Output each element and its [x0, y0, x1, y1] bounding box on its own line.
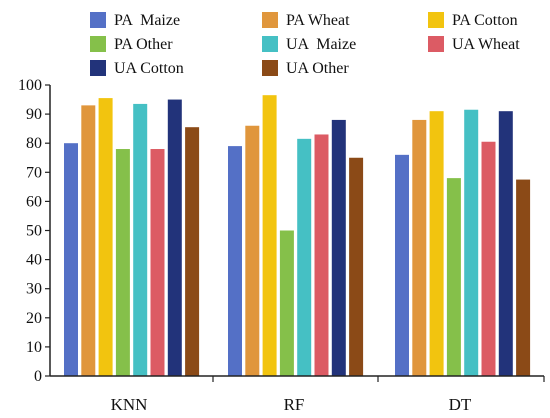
- y-ticks: 0 10 20 30 40 50 60 70 80 90 100: [18, 77, 50, 385]
- legend-item: PA Maize: [90, 12, 180, 29]
- bar: [279, 230, 294, 376]
- legend-label: UA Other: [286, 60, 349, 77]
- bar: [98, 98, 113, 376]
- bar: [81, 105, 96, 377]
- y-tick-label: 50: [26, 223, 42, 240]
- bar: [516, 179, 531, 376]
- bar: [395, 154, 409, 376]
- bar: [412, 119, 427, 377]
- legend-label: UA Wheat: [452, 36, 520, 53]
- bar: [150, 149, 165, 376]
- y-tick-label: 80: [26, 135, 42, 152]
- bar: [331, 119, 346, 377]
- legend-label: PA Cotton: [452, 12, 518, 29]
- legend-item: UA Maize: [262, 36, 356, 53]
- bar: [481, 141, 496, 376]
- legend-item: UA Other: [262, 60, 349, 77]
- legend-label: UA Maize: [286, 36, 356, 53]
- y-tick-label: 40: [26, 252, 42, 269]
- legend-swatch: [90, 12, 106, 28]
- legend-item: PA Cotton: [428, 12, 518, 29]
- legend-item: UA Cotton: [90, 60, 184, 77]
- bar: [297, 138, 312, 376]
- bar: [133, 103, 148, 376]
- x-category-label: RF: [284, 395, 305, 414]
- y-tick-label: 10: [26, 339, 42, 356]
- bar: [262, 95, 277, 376]
- bar: [228, 146, 242, 376]
- bar: [167, 99, 182, 377]
- y-tick-label: 100: [18, 77, 42, 94]
- y-tick-label: 0: [34, 368, 42, 385]
- x-category-label: KNN: [111, 395, 148, 414]
- legend-label: PA Maize: [114, 12, 180, 29]
- bar: [314, 134, 329, 376]
- bar: [64, 143, 78, 376]
- bar: [115, 149, 130, 376]
- bar: [446, 178, 461, 376]
- y-tick-label: 60: [26, 193, 42, 210]
- x-categories: KNN RF DT: [111, 376, 545, 414]
- bar: [349, 157, 364, 376]
- legend: PA Maize PA Wheat PA Cotton PA Other UA Maiz…: [90, 12, 520, 77]
- x-category-label: DT: [449, 395, 472, 414]
- bars: [64, 95, 531, 377]
- bar: [245, 125, 260, 377]
- legend-label: PA Wheat: [286, 12, 350, 29]
- bar: [429, 111, 444, 376]
- legend-item: PA Wheat: [262, 12, 350, 29]
- legend-swatch: [90, 60, 106, 76]
- bar: [464, 109, 479, 377]
- legend-label: PA Other: [114, 36, 173, 53]
- legend-swatch: [262, 60, 278, 76]
- y-tick-label: 90: [26, 106, 42, 123]
- y-tick-label: 70: [26, 164, 42, 181]
- legend-swatch: [262, 36, 278, 52]
- bar: [185, 127, 200, 376]
- legend-item: UA Wheat: [428, 36, 520, 53]
- legend-label: UA Cotton: [114, 60, 184, 77]
- legend-swatch: [262, 12, 278, 28]
- legend-item: PA Other: [90, 36, 173, 53]
- legend-swatch: [90, 36, 106, 52]
- y-tick-label: 20: [26, 310, 42, 327]
- legend-swatch: [428, 12, 444, 28]
- bar: [498, 111, 513, 376]
- legend-swatch: [428, 36, 444, 52]
- y-tick-label: 30: [26, 281, 42, 298]
